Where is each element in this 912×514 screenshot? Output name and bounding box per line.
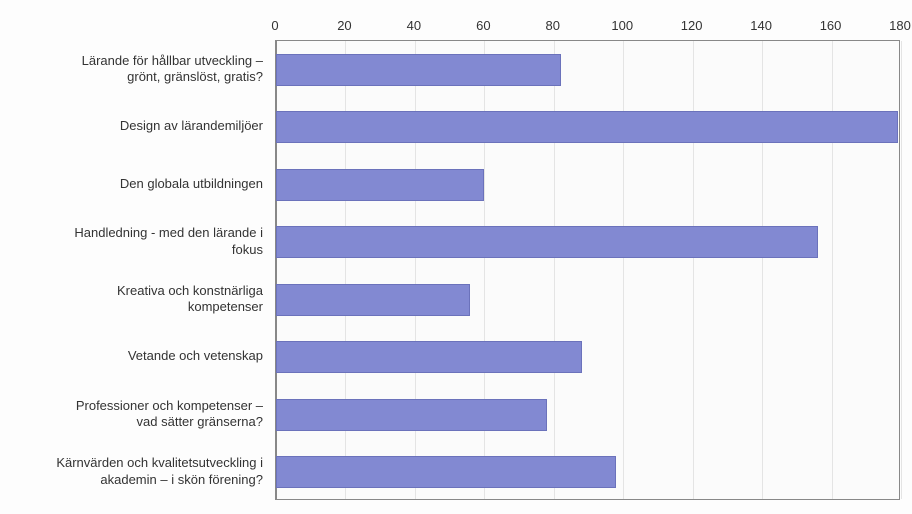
bar	[276, 284, 470, 316]
gridline	[693, 41, 694, 499]
bar	[276, 169, 484, 201]
bar	[276, 341, 582, 373]
bar	[276, 226, 818, 258]
category-label: Handledning - med den lärande i fokus	[6, 225, 263, 258]
x-tick-label: 80	[546, 18, 560, 33]
gridline	[554, 41, 555, 499]
category-label: Vetande och vetenskap	[6, 348, 263, 364]
x-tick-label: 160	[820, 18, 842, 33]
gridline	[623, 41, 624, 499]
x-tick-label: 60	[476, 18, 490, 33]
x-tick-label: 140	[750, 18, 772, 33]
x-tick-label: 120	[681, 18, 703, 33]
category-label: Design av lärandemiljöer	[6, 118, 263, 134]
bar	[276, 456, 616, 488]
x-tick-label: 100	[611, 18, 633, 33]
gridline	[901, 41, 902, 499]
gridline	[832, 41, 833, 499]
gridline	[762, 41, 763, 499]
category-label: Professioner och kompetenser – vad sätte…	[6, 398, 263, 431]
category-label: Kreativa och konstnärliga kompetenser	[6, 283, 263, 316]
bar	[276, 54, 561, 86]
category-label: Kärnvärden och kvalitetsutveckling i aka…	[6, 455, 263, 488]
category-label: Den globala utbildningen	[6, 176, 263, 192]
x-tick-label: 180	[889, 18, 911, 33]
x-tick-label: 40	[407, 18, 421, 33]
bar	[276, 399, 547, 431]
bar	[276, 111, 898, 143]
category-label: Lärande för hållbar utveckling – grönt, …	[6, 53, 263, 86]
x-tick-label: 0	[271, 18, 278, 33]
x-tick-label: 20	[337, 18, 351, 33]
bar-chart-plot-area	[275, 40, 900, 500]
